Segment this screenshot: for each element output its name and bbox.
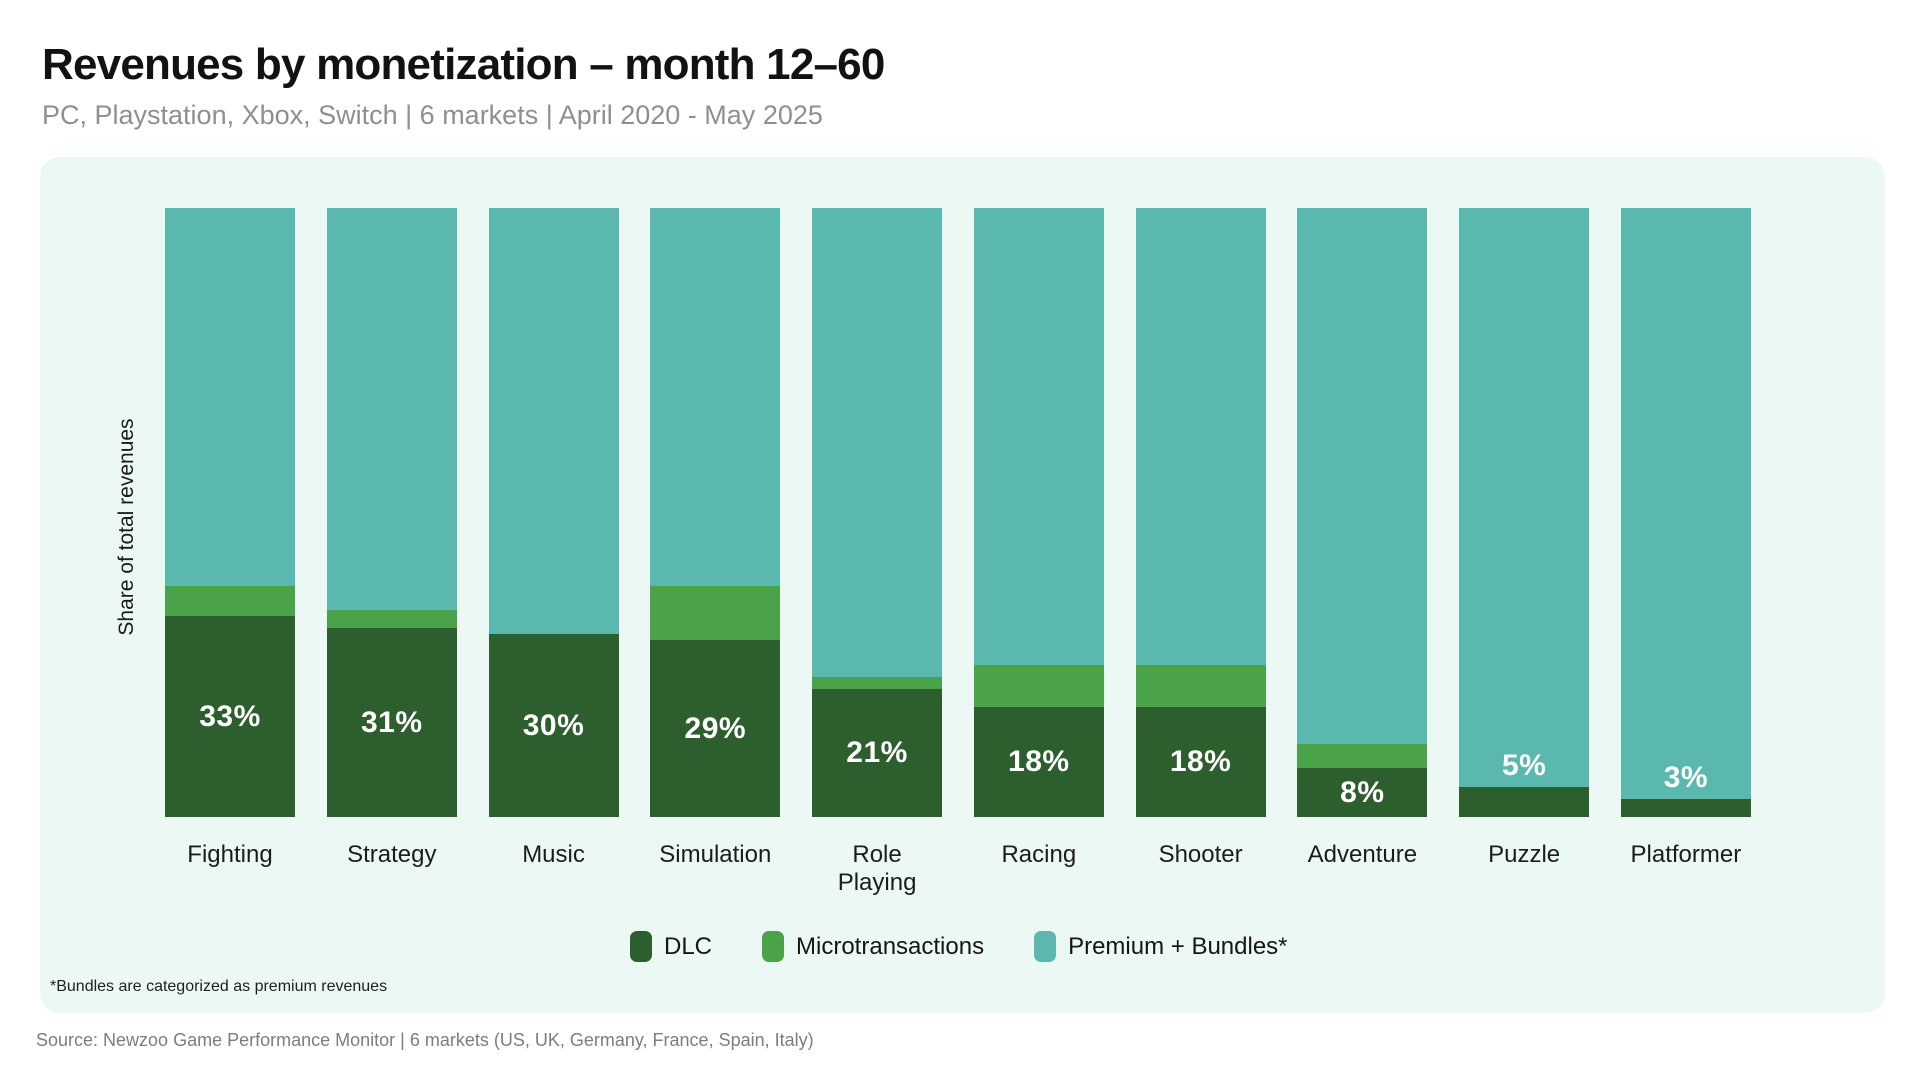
category-label-fighting: Fighting (187, 841, 273, 868)
bar-value-label: 31% (360, 705, 423, 739)
segment-microtransactions-simulation (650, 585, 781, 641)
chart-card: Share of total revenues 33% 31% 30% 29% 21% 1… (40, 157, 1885, 1013)
legend-swatch-microtransactions (762, 931, 785, 962)
page-title: Revenues by monetization – month 12–60 (42, 40, 885, 89)
segment-microtransactions-shooter (1135, 664, 1266, 708)
category-label-puzzle: Puzzle (1488, 841, 1561, 868)
bar-shooter: 18% (1135, 208, 1266, 817)
bar-label-zone-racing: 18% (974, 707, 1104, 817)
bar-racing: 18% (973, 208, 1104, 817)
category-label-music: Music (522, 841, 585, 868)
segment-premium-bundles--shooter (1135, 208, 1266, 665)
legend-swatch-dlc (630, 931, 652, 962)
category-label-simulation: Simulation (659, 841, 772, 868)
bar-strategy: 31% (326, 208, 457, 817)
bar-label-zone-shooter: 18% (1136, 707, 1266, 817)
bar-value-label: 21% (846, 736, 908, 770)
legend: DLC Microtransactions Premium + Bundles* (630, 931, 1288, 962)
segment-microtransactions-racing (973, 664, 1104, 708)
x-axis-labels: Fighting Strategy Music Simulation Role Play… (165, 841, 1751, 897)
bar-value-label: 5% (1501, 748, 1547, 782)
footnote: *Bundles are categorized as premium reve… (50, 978, 388, 995)
bar-label-zone-strategy: 31% (327, 628, 457, 817)
category-label-adventure: Adventure (1307, 841, 1418, 868)
page-subtitle: PC, Playstation, Xbox, Switch | 6 market… (42, 100, 823, 130)
segment-microtransactions-role-playing (812, 676, 943, 690)
legend-item-microtransactions: Microtransactions (762, 931, 984, 962)
category-label-shooter: Shooter (1158, 841, 1243, 868)
bar-role-playing: 21% (812, 208, 943, 817)
segment-premium-bundles--puzzle (1459, 208, 1590, 787)
bar-fighting: 33% (165, 208, 295, 817)
y-axis-label: Share of total revenues (115, 418, 138, 636)
legend-label-dlc: DLC (664, 932, 713, 960)
bar-music: 30% (488, 208, 619, 817)
bar-value-label: 3% (1663, 760, 1709, 794)
legend-label-premium-bundles-: Premium + Bundles* (1068, 932, 1288, 960)
category-label-role-playing: Role Playing (837, 841, 917, 896)
segment-microtransactions-fighting (165, 585, 295, 617)
segment-premium-bundles--adventure (1297, 208, 1428, 744)
segment-premium-bundles--role-playing (812, 208, 943, 677)
bar-value-label: 18% (1169, 745, 1232, 779)
bar-value-label: 29% (684, 711, 747, 745)
source-text: Source: Newzoo Game Performance Monitor … (36, 1030, 814, 1050)
plot-area: 33% 31% 30% 29% 21% 18% 18% 8% 5% 3% (165, 208, 1751, 817)
segment-microtransactions-strategy (326, 609, 457, 629)
bar-label-zone-puzzle: 5% (1459, 749, 1589, 783)
segment-dlc-simulation (650, 640, 781, 817)
bar-label-zone-platformer: 3% (1621, 761, 1751, 795)
bar-label-zone-fighting: 33% (165, 616, 295, 817)
legend-item-dlc: DLC (630, 931, 712, 962)
segment-dlc-racing (973, 707, 1104, 817)
segment-dlc-shooter (1135, 707, 1266, 817)
segment-dlc-adventure (1297, 768, 1428, 817)
bar-puzzle: 5% (1459, 208, 1590, 817)
legend-item-premium-bundles-: Premium + Bundles* (1034, 931, 1288, 962)
bar-label-zone-simulation: 29% (650, 640, 780, 817)
legend-label-microtransactions: Microtransactions (796, 932, 985, 960)
segment-premium-bundles--platformer (1620, 208, 1751, 799)
segment-dlc-role-playing (812, 689, 943, 817)
segment-premium-bundles--music (488, 208, 619, 635)
segment-premium-bundles--fighting (165, 208, 295, 586)
segment-premium-bundles--simulation (650, 208, 781, 586)
segment-dlc-fighting (165, 616, 295, 817)
bar-platformer: 3% (1620, 208, 1751, 817)
segment-microtransactions-adventure (1297, 743, 1428, 769)
bar-label-zone-adventure: 8% (1297, 768, 1427, 817)
category-label-strategy: Strategy (347, 841, 437, 868)
bar-value-label: 33% (199, 699, 261, 733)
segment-dlc-platformer (1620, 798, 1751, 817)
bar-simulation: 29% (650, 208, 781, 817)
bar-adventure: 8% (1297, 208, 1428, 817)
legend-swatch-premium-bundles- (1034, 931, 1057, 962)
bar-label-zone-role-playing: 21% (812, 689, 942, 817)
category-label-racing: Racing (1001, 841, 1077, 868)
segment-dlc-strategy (326, 628, 457, 817)
bar-value-label: 8% (1340, 775, 1385, 809)
segment-premium-bundles--strategy (326, 208, 457, 610)
bar-label-zone-music: 30% (489, 634, 619, 817)
bar-value-label: 18% (1008, 745, 1070, 779)
segment-dlc-music (488, 634, 619, 817)
segment-premium-bundles--racing (973, 208, 1104, 665)
segment-dlc-puzzle (1459, 786, 1590, 817)
category-label-platformer: Platformer (1630, 841, 1742, 868)
bar-value-label: 30% (522, 708, 585, 742)
